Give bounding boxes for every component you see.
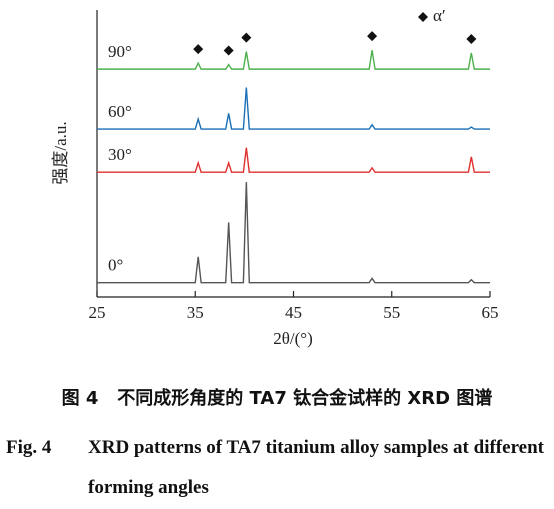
chart: 2θ/(°) 强度/a.u. α′ 25 35 45 55 65 0° 30° 60° 90° (51, 6, 499, 348)
series-line (97, 87, 490, 130)
caption-zh: 图 4 不同成形角度的 TA7 钛合金试样的 XRD 图谱 (0, 384, 554, 410)
peak-marker (193, 44, 204, 55)
series-line (97, 182, 490, 284)
x-tick-label: 55 (383, 303, 400, 322)
caption-label: Fig. 4 (6, 437, 52, 458)
series-line (97, 50, 490, 70)
y-axis-label: 强度/a.u. (51, 121, 70, 184)
peak-marker (367, 31, 378, 42)
legend-marker (418, 12, 428, 22)
peak-marker (223, 45, 234, 56)
x-tick-label: 45 (285, 303, 302, 322)
series-label: 30° (108, 145, 132, 164)
series-label: 0° (108, 256, 123, 275)
x-axis-label: 2θ/(°) (273, 329, 313, 348)
caption-en: Fig. 4 XRD patterns of TA7 titanium alloy… (6, 428, 551, 508)
series-line (97, 147, 490, 173)
series-label: 60° (108, 102, 132, 121)
x-tick-label: 35 (187, 303, 204, 322)
series-label: 90° (108, 42, 132, 61)
peak-marker (241, 32, 252, 43)
caption-text: XRD patterns of TA7 titanium alloy sampl… (88, 437, 544, 498)
caption-text: 不同成形角度的 TA7 钛合金试样的 XRD 图谱 (117, 388, 493, 409)
peak-marker (466, 34, 477, 45)
x-tick-label: 25 (89, 303, 106, 322)
x-tick-label: 65 (482, 303, 499, 322)
caption-label: 图 4 (61, 388, 99, 409)
legend-label: α′ (433, 6, 446, 25)
